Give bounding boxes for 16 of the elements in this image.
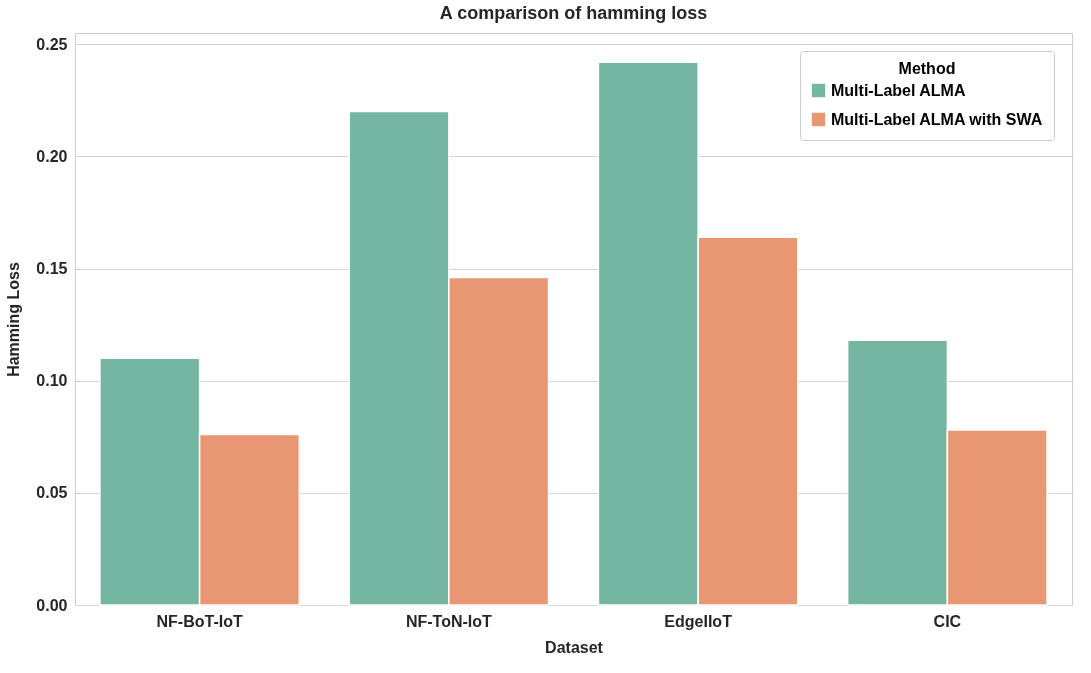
x-axis-title: Dataset [545, 638, 604, 656]
legend-title: Method [898, 60, 956, 77]
y-tick-label: 0.25 [36, 35, 68, 53]
legend-label: Multi-Label ALMA [831, 81, 966, 99]
x-tick-label: EdgeIIoT [664, 612, 733, 630]
y-tick-label: 0.00 [36, 596, 68, 614]
y-tick-label: 0.05 [36, 484, 68, 502]
x-tick-label: CIC [933, 612, 962, 630]
legend-label: Multi-Label ALMA with SWA [831, 110, 1043, 128]
y-tick-label: 0.10 [36, 372, 68, 390]
chart-title: A comparison of hamming loss [439, 3, 708, 23]
y-tick-label: 0.20 [36, 147, 68, 165]
y-axis-title: Hamming Loss [5, 262, 23, 377]
x-tick-label: NF-ToN-IoT [405, 612, 493, 630]
x-tick-label: NF-BoT-IoT [156, 612, 243, 630]
y-tick-label: 0.15 [36, 260, 68, 278]
